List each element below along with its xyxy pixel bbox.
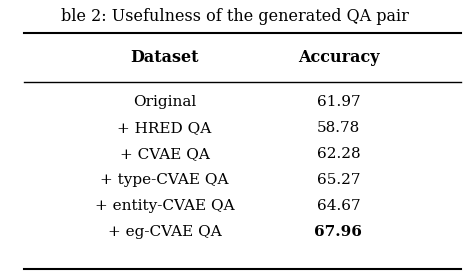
Text: ble 2: Usefulness of the generated QA pair: ble 2: Usefulness of the generated QA pa… xyxy=(61,8,409,25)
Text: 67.96: 67.96 xyxy=(314,225,362,239)
Text: Original: Original xyxy=(133,95,196,109)
Text: + type-CVAE QA: + type-CVAE QA xyxy=(100,173,229,187)
Text: Dataset: Dataset xyxy=(130,49,199,66)
Text: + entity-CVAE QA: + entity-CVAE QA xyxy=(94,199,235,213)
Text: 62.28: 62.28 xyxy=(317,147,360,161)
Text: 58.78: 58.78 xyxy=(317,121,360,135)
Text: Accuracy: Accuracy xyxy=(298,49,379,66)
Text: + eg-CVAE QA: + eg-CVAE QA xyxy=(108,225,221,239)
Text: 64.67: 64.67 xyxy=(317,199,360,213)
Text: 61.97: 61.97 xyxy=(317,95,360,109)
Text: + HRED QA: + HRED QA xyxy=(118,121,212,135)
Text: 65.27: 65.27 xyxy=(317,173,360,187)
Text: + CVAE QA: + CVAE QA xyxy=(119,147,210,161)
